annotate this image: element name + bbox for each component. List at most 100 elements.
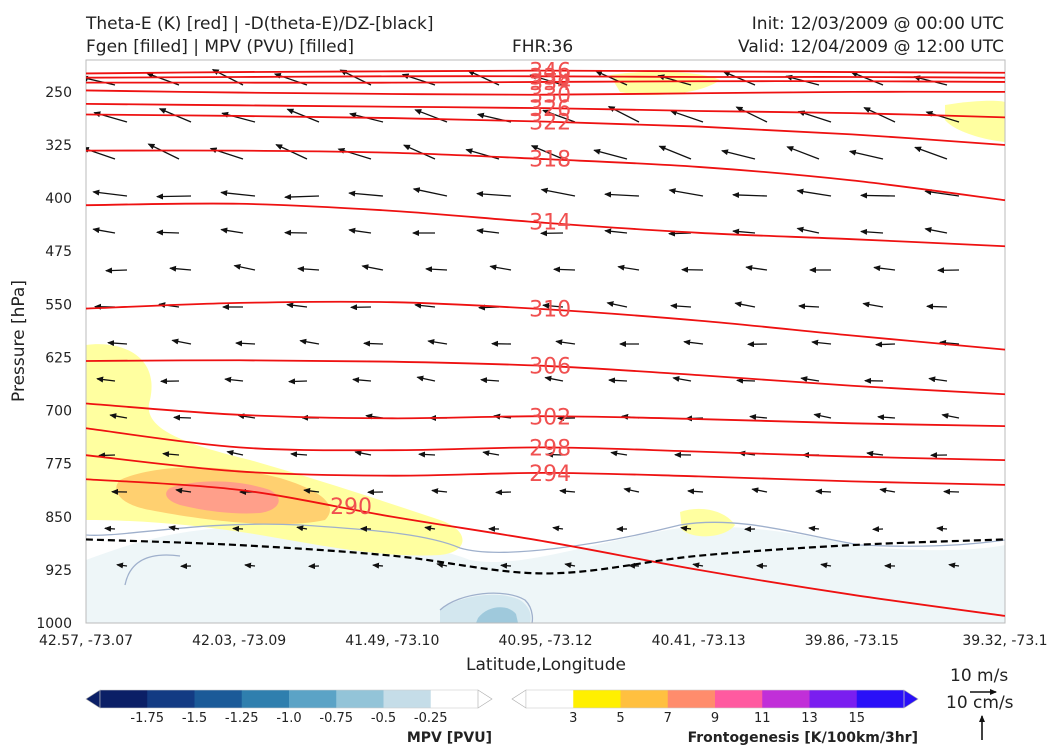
- wind-vector: [284, 193, 320, 200]
- wind-vector: [372, 562, 384, 569]
- colorbar-frame: [525, 689, 905, 709]
- wind-vector: [866, 450, 884, 457]
- wind-vector: [658, 145, 692, 160]
- wind-vector: [672, 375, 692, 382]
- wind-vector: [288, 378, 308, 385]
- wind-vector: [749, 414, 768, 421]
- wind-vector: [875, 341, 896, 348]
- y-axis-ticks: 250 325 400 475 550 625 700 775 850 925 1000: [36, 85, 72, 632]
- wind-vector: [303, 487, 320, 494]
- colorbar-tick-label: -1.5: [182, 711, 207, 726]
- x-axis-ticks: 42.57, -73.07 42.03, -73.09 41.49, -73.10 4…: [39, 633, 1048, 649]
- colorbar-tick-label: 9: [711, 711, 719, 726]
- wind-vector: [171, 338, 192, 345]
- wind-vector: [354, 450, 372, 457]
- ref-vector-horizontal-label: 10 m/s: [950, 666, 1008, 686]
- wind-vector: [815, 488, 832, 495]
- colorbar-tick-label: -0.5: [371, 711, 396, 726]
- wind-vector: [943, 488, 960, 495]
- ref-vector-vertical-label: 10 cm/s: [946, 693, 1014, 713]
- colorbar-tick-label: 15: [848, 711, 865, 726]
- wind-vector: [873, 265, 896, 272]
- wind-vector: [297, 265, 320, 272]
- colorbar-swatch: [147, 690, 195, 708]
- wind-vector: [286, 302, 308, 309]
- wind-vector: [608, 377, 628, 384]
- y-tick-label: 400: [45, 191, 72, 207]
- colorbar-extend-low: [85, 689, 101, 709]
- theta-e-contour: [86, 427, 1005, 462]
- wind-vector: [530, 145, 564, 160]
- x-tick-label: 42.03, -73.09: [192, 633, 286, 649]
- wind-vector: [296, 525, 308, 532]
- theta-e-contour-label: 290: [330, 495, 372, 520]
- wind-vector: [604, 191, 640, 198]
- theta-e-contour: [86, 202, 1005, 248]
- wind-vector: [692, 562, 704, 569]
- wind-vector: [860, 228, 884, 235]
- theta-e-contour-label: 346: [529, 60, 571, 85]
- wind-vector: [175, 487, 192, 494]
- y-axis-label: Pressure [hPa]: [9, 280, 29, 402]
- colorbar-swatch: [620, 690, 669, 708]
- wind-vector: [564, 562, 576, 569]
- colorbar-extend-high: [477, 689, 493, 709]
- theta-e-contour-label: 318: [529, 148, 571, 173]
- wind-vector: [156, 193, 192, 200]
- wind-vector: [786, 146, 820, 160]
- wind-vector: [540, 187, 576, 197]
- wind-vector: [813, 412, 832, 419]
- wind-vector: [147, 143, 180, 160]
- wind-vector: [606, 301, 628, 308]
- wind-vector: [299, 338, 320, 345]
- wind-vector: [796, 188, 832, 197]
- wind-vector: [924, 189, 960, 197]
- y-tick-label: 325: [45, 138, 72, 154]
- colorbar-frame: [99, 689, 479, 709]
- wind-vector: [96, 376, 116, 383]
- wind-vector: [116, 562, 128, 569]
- wind-vector: [98, 452, 116, 459]
- wind-vector: [595, 70, 628, 86]
- x-tick-label: 39.32, -73.1: [962, 633, 1047, 649]
- wind-vector: [936, 525, 948, 532]
- wind-vector: [798, 303, 820, 310]
- wind-vector: [926, 303, 948, 310]
- y-tick-label: 625: [45, 350, 72, 366]
- wind-vector: [687, 488, 704, 495]
- mpv-fill-dark: [476, 607, 518, 623]
- mpv-contour-2: [124, 554, 181, 586]
- x-tick-label: 40.41, -73.13: [652, 633, 746, 649]
- wind-vector: [925, 110, 960, 123]
- wind-vector: [107, 340, 128, 347]
- wind-vector: [416, 375, 436, 382]
- mpv-contour-3: [439, 592, 534, 623]
- wind-vector: [109, 413, 128, 420]
- theta-e-contour: [86, 300, 1005, 351]
- wind-vector: [476, 228, 500, 235]
- wind-vector: [617, 264, 640, 271]
- wind-vector: [414, 302, 436, 309]
- theta-e-contour-label: 334: [529, 71, 571, 96]
- wind-vector: [732, 228, 756, 235]
- wind-vector: [820, 562, 832, 569]
- wind-vector: [670, 303, 692, 310]
- wind-vector: [555, 339, 576, 346]
- wind-vector: [751, 487, 768, 494]
- wind-vector: [104, 525, 116, 532]
- wind-vector: [593, 148, 628, 160]
- colorbar-swatch: [383, 690, 432, 708]
- wind-vector: [721, 149, 756, 160]
- wind-vector: [418, 451, 436, 458]
- colorbar-swatch: [100, 690, 148, 708]
- wind-vector: [173, 414, 192, 421]
- wind-vector: [669, 110, 704, 123]
- theta-e-contour: [86, 69, 1005, 75]
- theta-e-contour: [86, 402, 1005, 428]
- y-tick-label: 850: [45, 510, 72, 526]
- wind-vector: [286, 108, 320, 123]
- colorbar-swatch: [762, 690, 810, 708]
- theta-e-contour: [86, 80, 1005, 84]
- wind-vector: [431, 488, 448, 495]
- wind-vector: [220, 227, 244, 234]
